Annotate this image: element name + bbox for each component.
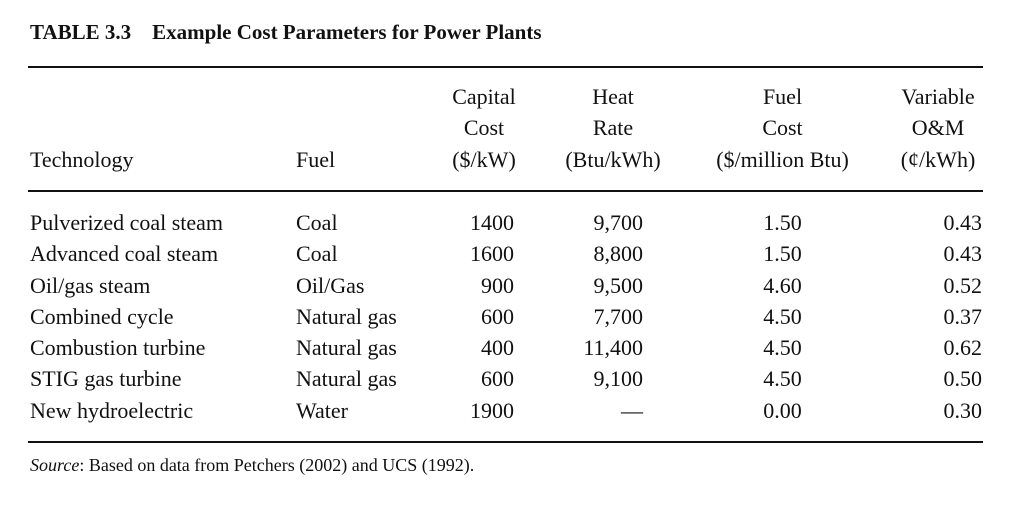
table-cell-variable-om: 0.52: [943, 272, 983, 298]
column-header-capital-cost: Capital Cost ($/kW): [440, 81, 528, 175]
table-cell-technology: Combustion turbine: [30, 335, 206, 361]
column-header-fuel-cost: Fuel Cost ($/million Btu): [700, 81, 865, 175]
header-line: Cost: [463, 115, 505, 141]
header-line: Rate: [592, 115, 634, 141]
column-header-variable-om: Variable O&M (¢/kWh): [890, 81, 986, 175]
column-variable-om: 0.43 0.43 0.52 0.37 0.62 0.50 0.30: [880, 207, 983, 426]
column-fuel: Coal Coal Oil/Gas Natural gas Natural gas Nat…: [296, 207, 436, 426]
table-title: TABLE 3.3 Example Cost Parameters for Po…: [30, 20, 542, 45]
table-cell-heat-rate: 7,700: [593, 303, 644, 329]
table-cell-technology: Pulverized coal steam: [30, 210, 224, 235]
table-label: TABLE 3.3: [30, 20, 132, 44]
top-rule: [28, 66, 983, 68]
header-line: Capital: [452, 84, 516, 109]
header-line: [296, 81, 436, 112]
table-cell-heat-rate: 9,700: [593, 210, 644, 235]
table-cell-capital-cost: 600: [481, 303, 514, 329]
header-line: Cost: [762, 115, 803, 141]
table-cell-variable-om: 0.43: [943, 241, 983, 267]
table-cell-capital-cost: 1400: [470, 210, 514, 235]
table-cell-heat-rate: —: [621, 397, 643, 423]
header-line: Fuel: [762, 84, 803, 109]
table-caption: Example Cost Parameters for Power Plants: [152, 20, 542, 44]
table-cell-capital-cost: 400: [481, 335, 514, 361]
header-line: ($/million Btu): [716, 146, 849, 172]
table-cell-fuel: Water: [296, 397, 348, 423]
header-line: ($/kW): [452, 146, 516, 172]
table-cell-fuel-cost: 1.50: [763, 210, 802, 235]
table-cell-capital-cost: 1900: [470, 397, 514, 423]
source-text: : Based on data from Petchers (2002) and…: [79, 455, 475, 475]
table-cell-technology: Advanced coal steam: [30, 241, 219, 267]
header-line: O&M: [911, 115, 965, 141]
table-cell-fuel: Coal: [296, 241, 338, 267]
table-cell-technology: Combined cycle: [30, 303, 174, 329]
table-cell-fuel: Natural gas: [296, 335, 397, 361]
table-cell-technology: New hydroelectric: [30, 397, 194, 423]
header-line: [30, 112, 290, 143]
table-cell-technology: STIG gas turbine: [30, 366, 182, 392]
header-line: [296, 112, 436, 143]
source-note: Source: Based on data from Petchers (200…: [30, 455, 474, 476]
header-line: Technology: [30, 146, 134, 172]
table-cell-fuel-cost: 4.50: [763, 303, 802, 329]
table-cell-fuel: Oil/Gas: [296, 272, 365, 298]
table-cell-variable-om: 0.30: [943, 397, 983, 423]
column-capital-cost: 1400 1600 900 600 400 600 1900: [440, 207, 514, 426]
header-line: Fuel: [296, 146, 336, 172]
table-cell-heat-rate: 9,500: [593, 272, 644, 298]
table-cell-capital-cost: 600: [481, 366, 514, 392]
header-line: [30, 81, 290, 112]
table-cell-fuel: Coal: [296, 210, 338, 235]
header-line: Heat: [592, 84, 634, 109]
table-cell-fuel-cost: 1.50: [763, 241, 802, 267]
column-heat-rate: 9,700 8,800 9,500 7,700 11,400 9,100 —: [553, 207, 643, 426]
header-line: (Btu/kWh): [565, 146, 661, 172]
table-cell-fuel-cost: 0.00: [763, 397, 802, 423]
header-rule: [28, 190, 983, 192]
table-cell-capital-cost: 1600: [470, 241, 514, 267]
table-cell-fuel: Natural gas: [296, 303, 397, 329]
table-cell-variable-om: 0.50: [943, 366, 983, 392]
table-cell-variable-om: 0.43: [943, 210, 983, 235]
table-cell-technology: Oil/gas steam: [30, 272, 151, 298]
table-cell-capital-cost: 900: [481, 272, 514, 298]
table-cell-heat-rate: 9,100: [593, 366, 644, 392]
column-fuel-cost: 1.50 1.50 4.60 4.50 4.50 4.50 0.00: [700, 207, 865, 426]
table-cell-fuel-cost: 4.50: [763, 335, 802, 361]
header-line: (¢/kWh): [900, 146, 976, 172]
bottom-rule: [28, 441, 983, 443]
table-cell-fuel-cost: 4.60: [763, 272, 802, 298]
table-cell-variable-om: 0.37: [943, 303, 983, 329]
table-cell-variable-om: 0.62: [943, 335, 983, 361]
source-label: Source: [30, 455, 80, 475]
table-cell-heat-rate: 11,400: [583, 335, 643, 361]
header-line: Variable: [901, 84, 975, 109]
table-cell-fuel-cost: 4.50: [763, 366, 802, 392]
column-technology: Pulverized coal steam Advanced coal steam…: [30, 207, 290, 426]
table-cell-heat-rate: 8,800: [593, 241, 644, 267]
column-header-technology: Technology: [30, 81, 290, 175]
column-header-fuel: Fuel: [296, 81, 436, 175]
column-header-heat-rate: Heat Rate (Btu/kWh): [553, 81, 673, 175]
table-cell-fuel: Natural gas: [296, 366, 397, 392]
